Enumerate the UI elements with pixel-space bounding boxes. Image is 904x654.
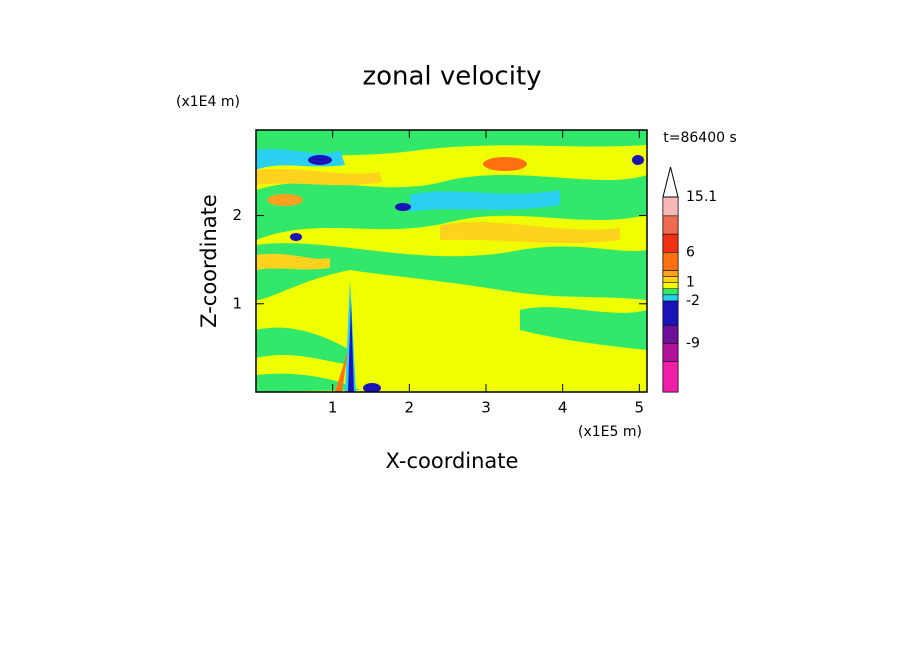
colorbar-segment xyxy=(662,252,679,271)
x-unit: (x1E5 m) xyxy=(578,424,642,440)
y-axis-label: Z-coordinate xyxy=(197,194,221,328)
colorbar-tick-label: -9 xyxy=(686,335,700,351)
x-tick-label: 3 xyxy=(481,399,491,417)
x-tick-label: 1 xyxy=(328,399,338,417)
colorbar-segment xyxy=(662,361,679,393)
time-annotation: t=86400 s xyxy=(663,130,737,146)
colorbar-segment xyxy=(662,282,679,289)
colorbar-segment xyxy=(662,215,679,235)
colorbar-segment xyxy=(662,276,679,283)
colorbar-segment xyxy=(662,196,679,217)
colorbar-extension xyxy=(662,166,679,198)
colorbar-segment xyxy=(662,233,679,253)
colorbar-tick-label: 1 xyxy=(686,275,695,291)
colorbar-tick-label: 6 xyxy=(686,244,695,260)
colorbar-tick-label: 15.1 xyxy=(686,189,717,205)
colorbar-segment xyxy=(662,300,679,326)
colorbar-segment xyxy=(662,294,679,302)
y-unit: (x1E4 m) xyxy=(176,94,240,110)
x-axis-label: X-coordinate xyxy=(386,449,519,473)
plot-frame xyxy=(255,129,648,393)
colorbar-segment xyxy=(662,324,679,344)
y-tick-label: 2 xyxy=(232,206,242,224)
colorbar-tick-label: -2 xyxy=(686,293,700,309)
y-tick-label: 1 xyxy=(232,294,242,312)
chart-title: zonal velocity xyxy=(362,62,541,92)
colorbar-segment xyxy=(662,288,679,296)
colorbar-segment xyxy=(662,343,679,362)
x-tick-label: 5 xyxy=(635,399,645,417)
contour-field xyxy=(256,130,647,392)
x-tick-label: 2 xyxy=(405,399,415,417)
x-tick-label: 4 xyxy=(558,399,568,417)
colorbar-segment xyxy=(662,270,679,277)
